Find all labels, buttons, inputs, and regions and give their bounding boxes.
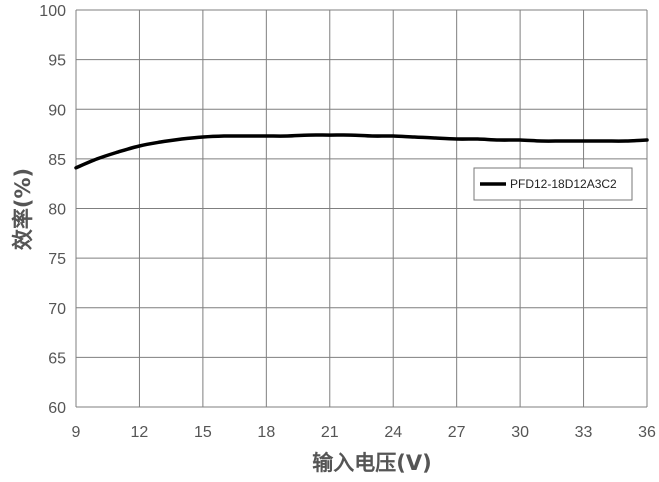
y-tick-label: 95 — [48, 53, 66, 70]
y-tick-label: 85 — [48, 152, 66, 169]
legend-label: PFD12-18D12A3C2 — [510, 177, 617, 191]
x-tick-label: 33 — [575, 424, 593, 441]
series-line — [74, 133, 649, 170]
y-tick-label: 60 — [48, 400, 66, 417]
grid-lines — [75, 9, 648, 408]
y-tick-label: 75 — [48, 251, 66, 268]
x-tick-label: 27 — [448, 424, 466, 441]
y-tick-label: 80 — [48, 202, 66, 219]
y-axis-title: 效率(%) — [11, 168, 35, 250]
y-tick-label: 100 — [39, 3, 66, 20]
x-tick-label: 21 — [321, 424, 339, 441]
x-tick-label: 30 — [511, 424, 529, 441]
y-tick-label: 70 — [48, 301, 66, 318]
x-tick-label: 15 — [194, 424, 212, 441]
series-lines — [74, 133, 649, 170]
x-tick-label: 24 — [384, 424, 402, 441]
x-tick-label: 36 — [638, 424, 656, 441]
x-tick-label: 9 — [72, 424, 81, 441]
x-tick-label: 18 — [257, 424, 275, 441]
y-tick-labels: 60 65 70 75 80 85 90 95 100 — [39, 3, 66, 417]
x-tick-labels: 9 12 15 18 21 24 27 30 33 36 — [72, 424, 656, 441]
y-tick-label: 90 — [48, 102, 66, 119]
x-axis-title: 输入电压(V) — [312, 451, 431, 475]
legend: PFD12-18D12A3C2 — [473, 167, 633, 201]
x-tick-label: 12 — [131, 424, 149, 441]
y-tick-label: 65 — [48, 350, 66, 367]
